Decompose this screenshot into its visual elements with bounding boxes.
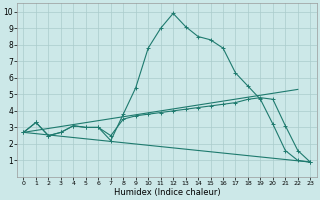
X-axis label: Humidex (Indice chaleur): Humidex (Indice chaleur) [114,188,220,197]
